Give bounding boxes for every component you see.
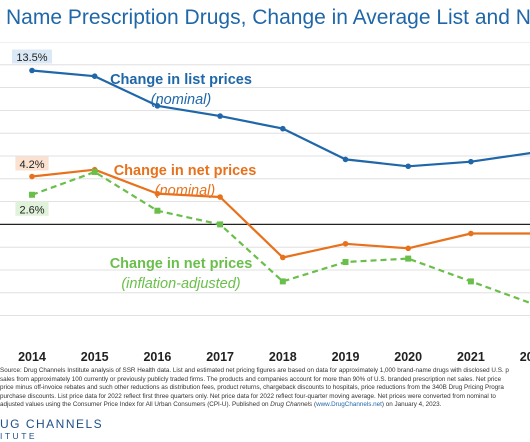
footnote-text: ) on January 4, 2023. [381, 401, 442, 409]
footnote-publication: Drug Channels [270, 401, 313, 409]
footnote-line: Source: Drug Channels Institute analysis… [0, 367, 509, 374]
x-tick-label: 2022 [520, 350, 530, 364]
x-tick-label: 2018 [269, 350, 297, 364]
data-label-bg [15, 156, 49, 171]
footnote-link[interactable]: www.DrugChannels.net [316, 401, 382, 409]
series-labels: Change in list prices (nominal) Change in … [110, 72, 257, 292]
data-point [405, 163, 412, 170]
source-footnote: Source: Drug Channels Institute analysis… [0, 367, 530, 410]
series-label: Change in net prices [114, 163, 257, 179]
logo-name: UG CHANNELS [0, 417, 104, 431]
series-lines [31, 69, 530, 305]
data-point [342, 259, 349, 266]
x-tick-label: 2017 [206, 350, 234, 364]
series-markers [29, 67, 474, 285]
footnote-text: ( [312, 401, 317, 409]
data-point [217, 113, 223, 119]
x-tick-label: 2019 [332, 350, 360, 364]
chart-title: Name Prescription Drugs, Change in Avera… [6, 6, 530, 29]
data-point [154, 207, 161, 214]
series-note: (nominal) [151, 92, 211, 108]
data-point [342, 156, 349, 163]
data-point [280, 125, 286, 132]
data-point [217, 194, 223, 200]
data-point [405, 255, 412, 262]
data-point [154, 103, 161, 109]
data-point [91, 73, 98, 79]
x-tick-label: 2014 [18, 350, 46, 364]
data-point [279, 278, 286, 285]
data-point [29, 191, 35, 198]
series-label: Change in list prices [110, 72, 252, 88]
data-label: 2.6% [19, 204, 44, 216]
logo-sub: ITUTE [0, 431, 38, 441]
footnote-text: adjusted values using the Consumer Price… [0, 401, 271, 409]
data-point [91, 168, 98, 175]
data-point [29, 67, 35, 74]
data-point [29, 173, 35, 180]
line-chart: 13.5% 4.2% 2.6% Change in list prices (nomi… [0, 42, 530, 364]
point-labels: 13.5% 4.2% 2.6% [12, 49, 52, 216]
data-point [342, 240, 349, 247]
x-tick-label: 2021 [457, 350, 485, 364]
series-label: Change in net prices [110, 256, 253, 272]
footnote-line: purchase discounts. List price data for … [0, 392, 496, 400]
data-point [468, 158, 474, 165]
footnote-line: adjusted values using the Consumer Price… [0, 401, 530, 410]
data-label-bg [15, 201, 49, 216]
footnote-line: sales from approximately 100 currently o… [0, 375, 502, 383]
data-label-bg [12, 49, 52, 64]
x-tick-label: 2020 [394, 350, 422, 364]
data-point [217, 221, 224, 228]
data-label: 13.5% [16, 52, 47, 64]
series-note: (inflation-adjusted) [121, 276, 240, 292]
footnote-line: price minus off-invoice rebates and such… [0, 384, 504, 392]
data-point [405, 245, 412, 252]
series-line-0 [31, 69, 530, 168]
gridlines [0, 42, 530, 317]
data-point [468, 230, 474, 237]
data-label: 4.2% [19, 159, 44, 171]
x-tick-label: 2016 [143, 350, 171, 364]
series-line-2 [31, 170, 530, 305]
data-point [280, 254, 286, 261]
x-tick-label: 2015 [81, 350, 109, 364]
series-note: (nominal) [155, 183, 215, 199]
series-line-1 [31, 168, 530, 259]
brand-logo: UG CHANNELS ITUTE [0, 417, 104, 442]
data-point [467, 278, 474, 285]
x-axis-ticks: 2014 2015 2016 2017 2018 2019 2020 2021 2022 [18, 350, 530, 364]
data-point [154, 190, 161, 197]
